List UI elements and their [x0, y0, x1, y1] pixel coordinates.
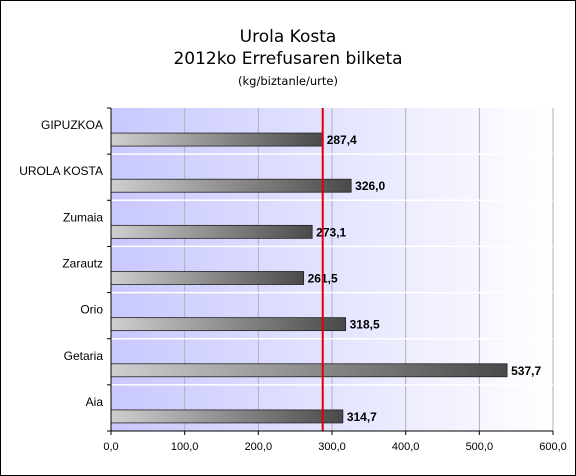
- bar: [110, 409, 344, 424]
- bar: [110, 178, 352, 193]
- x-tick-label: 200,0: [245, 441, 273, 453]
- category-label: Aia: [86, 395, 104, 409]
- x-tick-label: 300,0: [318, 441, 346, 453]
- category-label: Orio: [80, 303, 103, 317]
- x-tick-label: 500,0: [466, 441, 494, 453]
- value-label: 318,5: [350, 318, 380, 332]
- category-label: GIPUZKOA: [41, 118, 103, 132]
- x-tick-label: 400,0: [392, 441, 420, 453]
- value-label: 314,7: [347, 410, 377, 424]
- chart-subtitle: 2012ko Errefusaren bilketa: [173, 49, 403, 69]
- bar: [110, 132, 324, 147]
- chart-unit-label: (kg/biztanle/urte): [238, 74, 338, 88]
- value-label: 326,0: [355, 179, 385, 193]
- value-label: 273,1: [316, 225, 346, 239]
- value-label: 537,7: [511, 364, 541, 378]
- category-label: Getaria: [64, 349, 104, 363]
- bar: [110, 317, 347, 332]
- bar: [110, 271, 305, 285]
- x-tick-label: 600,0: [539, 441, 567, 453]
- x-tick-label: 100,0: [171, 441, 199, 453]
- bar: [110, 224, 313, 239]
- value-label: 287,4: [327, 133, 357, 147]
- chart-title: Urola Kosta: [239, 27, 337, 47]
- category-label: Zarautz: [62, 257, 103, 271]
- bar: [110, 363, 508, 378]
- category-label: Zumaia: [63, 210, 103, 224]
- x-tick-label: 0,0: [103, 441, 118, 453]
- category-label: UROLA KOSTA: [19, 164, 103, 178]
